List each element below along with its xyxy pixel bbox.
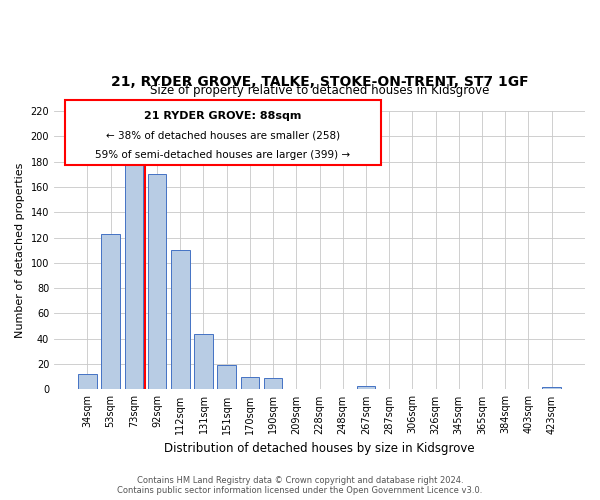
Bar xyxy=(194,334,213,390)
Bar xyxy=(264,378,283,390)
Text: 21 RYDER GROVE: 88sqm: 21 RYDER GROVE: 88sqm xyxy=(144,111,301,121)
Bar xyxy=(125,166,143,390)
Text: ← 38% of detached houses are smaller (258): ← 38% of detached houses are smaller (25… xyxy=(106,130,340,140)
Bar xyxy=(241,377,259,390)
Bar xyxy=(217,366,236,390)
X-axis label: Distribution of detached houses by size in Kidsgrove: Distribution of detached houses by size … xyxy=(164,442,475,455)
Y-axis label: Number of detached properties: Number of detached properties xyxy=(15,162,25,338)
Bar xyxy=(356,386,375,390)
Text: Size of property relative to detached houses in Kidsgrove: Size of property relative to detached ho… xyxy=(150,84,489,97)
Text: 59% of semi-detached houses are larger (399) →: 59% of semi-detached houses are larger (… xyxy=(95,150,350,160)
Title: 21, RYDER GROVE, TALKE, STOKE-ON-TRENT, ST7 1GF: 21, RYDER GROVE, TALKE, STOKE-ON-TRENT, … xyxy=(111,75,529,89)
Bar xyxy=(101,234,120,390)
Bar xyxy=(542,387,561,390)
Bar xyxy=(148,174,166,390)
Bar xyxy=(171,250,190,390)
Bar xyxy=(78,374,97,390)
FancyBboxPatch shape xyxy=(65,100,380,166)
Text: Contains HM Land Registry data © Crown copyright and database right 2024.
Contai: Contains HM Land Registry data © Crown c… xyxy=(118,476,482,495)
